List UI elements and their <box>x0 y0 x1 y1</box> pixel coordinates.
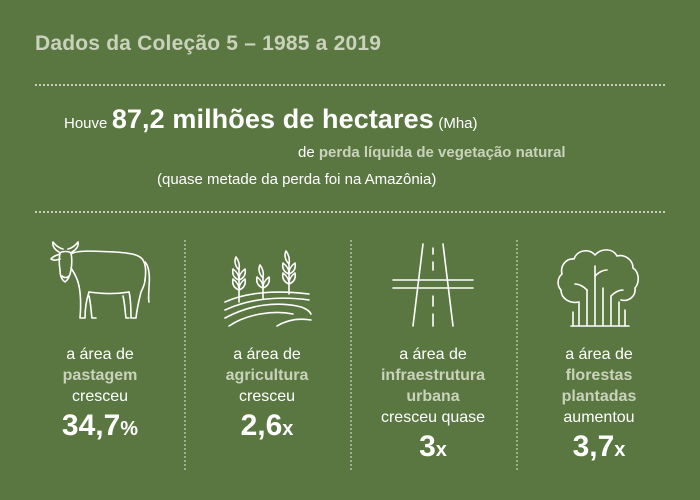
middle-divider <box>35 211 665 213</box>
road-icon <box>353 236 513 334</box>
headline-note: (quase metade da perda foi na Amazônia) <box>157 171 437 188</box>
stat-verb: cresceu <box>71 388 129 405</box>
stat-number: 34,7 <box>61 409 121 442</box>
stat-column-agricultura: a área de agricultura cresceu 2,6x <box>187 236 347 443</box>
stat-intro: a área de <box>565 346 633 363</box>
headline-unit: (Mha) <box>438 115 478 132</box>
stat-unit: x <box>282 418 294 440</box>
stat-number: 3 <box>419 430 436 463</box>
stat-unit: x <box>614 439 626 461</box>
stat-column-infraestrutura: a área de infraestrutura urbana cresceu … <box>353 236 513 464</box>
crops-icon <box>187 236 347 334</box>
stat-unit: % <box>120 418 139 440</box>
headline-value: 87,2 milhões de hectares <box>111 104 434 134</box>
stat-value: 2,6x <box>187 409 347 443</box>
stat-column-pastagem: a área de pastagem cresceu 34,7% <box>20 236 180 443</box>
headline: Houve 87,2 milhões de hectares (Mha) <box>64 104 478 135</box>
stat-column-florestas: a área de florestas plantadas aumentou 3… <box>519 236 679 464</box>
line2-prefix: de <box>298 144 315 161</box>
stat-intro: a área de <box>399 346 467 363</box>
stat-highlight: plantadas <box>561 388 637 405</box>
stat-value: 3,7x <box>519 430 679 464</box>
stat-highlight: florestas <box>565 367 633 384</box>
stat-intro: a área de <box>66 346 134 363</box>
stat-verb: aumentou <box>563 409 635 426</box>
stat-number: 2,6 <box>240 409 283 442</box>
stat-intro: a área de <box>233 346 301 363</box>
stat-unit: x <box>435 439 447 461</box>
stat-highlight: urbana <box>406 388 460 405</box>
stat-verb: cresceu quase <box>380 409 486 426</box>
column-separator <box>184 240 186 470</box>
page-title: Dados da Coleção 5 – 1985 a 2019 <box>35 32 382 55</box>
top-divider <box>35 84 665 86</box>
stat-value: 34,7% <box>20 409 180 443</box>
line2-highlight: perda líquida de vegetação natural <box>318 144 566 161</box>
stat-number: 3,7 <box>572 430 615 463</box>
stat-highlight: agricultura <box>225 367 309 384</box>
headline-line2: de perda líquida de vegetação natural <box>298 144 566 161</box>
stat-highlight: pastagem <box>62 367 138 384</box>
headline-prefix: Houve <box>64 115 108 132</box>
stat-highlight: infraestrutura <box>380 367 486 384</box>
column-separator <box>516 240 518 470</box>
stat-value: 3x <box>353 430 513 464</box>
stat-verb: cresceu <box>238 388 296 405</box>
forest-icon <box>519 236 679 334</box>
cow-icon <box>20 236 180 334</box>
column-separator <box>350 240 352 470</box>
